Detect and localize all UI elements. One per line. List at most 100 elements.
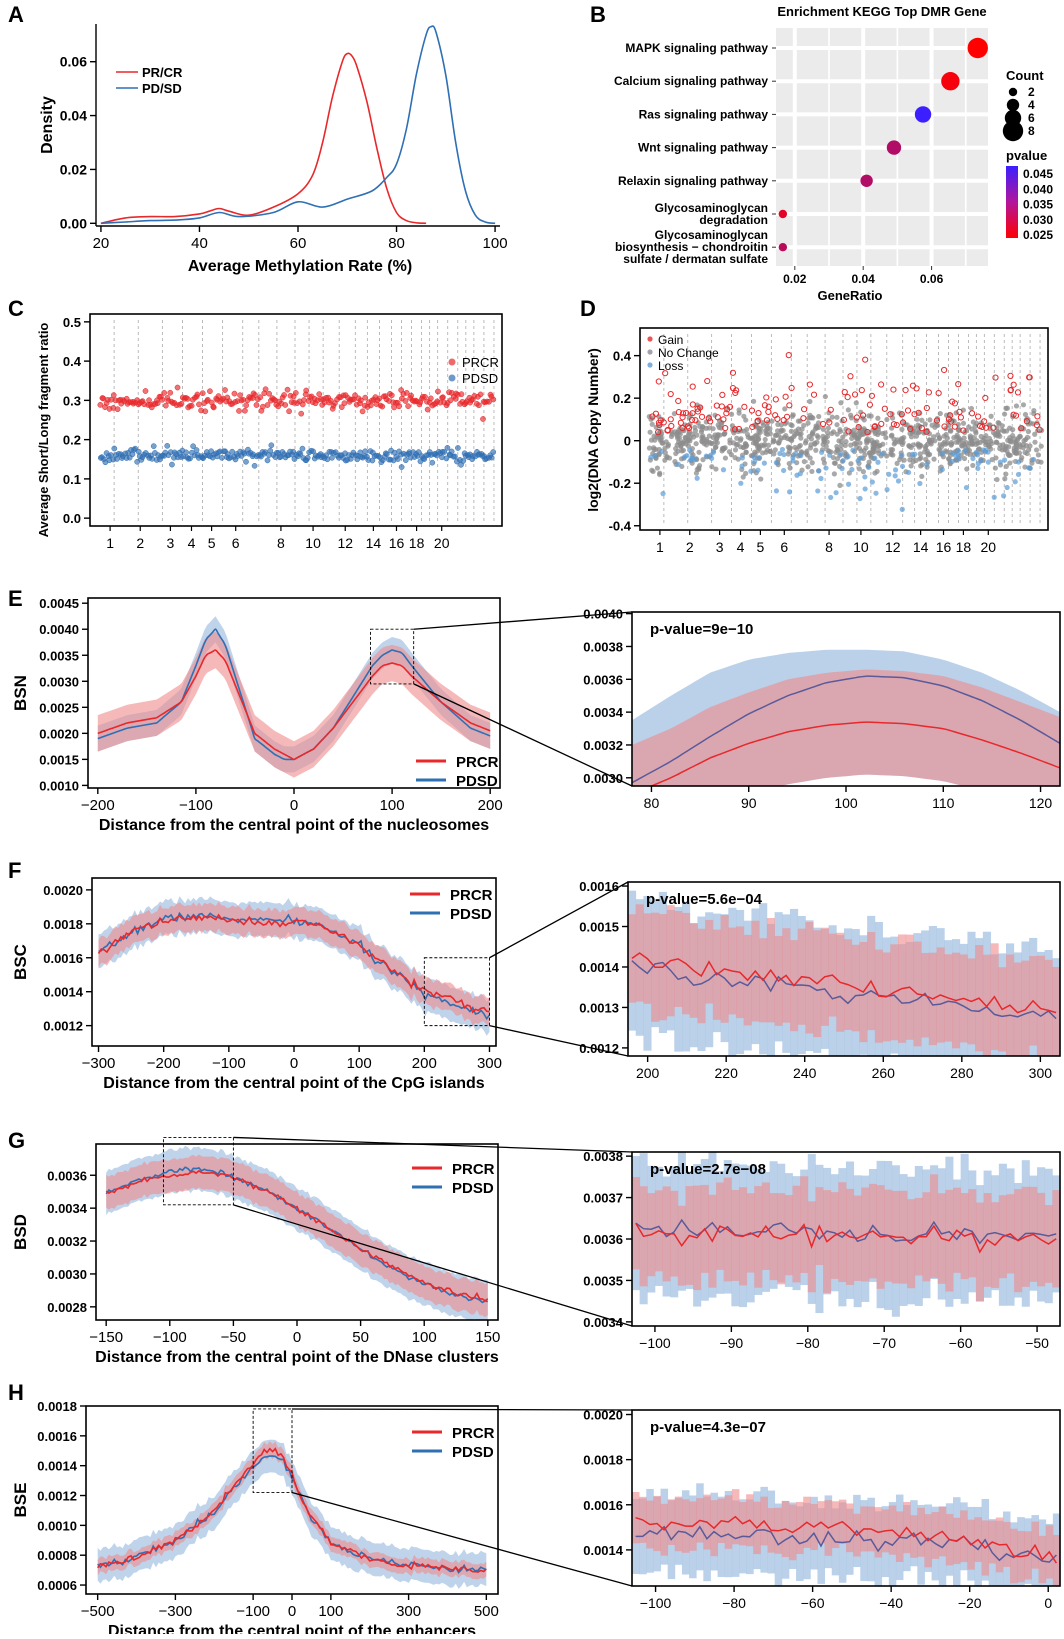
data-point-No Change: [696, 449, 702, 455]
data-point-PRCR: [237, 392, 243, 399]
data-point-No Change: [751, 398, 757, 404]
x-tick-label-C: 14: [366, 535, 382, 551]
y-tick-label-D: 0.4: [613, 349, 632, 364]
data-point-Gain: [982, 424, 990, 431]
y-tick-label-D: 0.2: [613, 391, 631, 406]
data-point-PDSD: [402, 457, 409, 463]
data-point-No Change: [658, 437, 664, 443]
data-point-Gain: [806, 381, 813, 388]
data-point-No Change: [713, 466, 719, 472]
enrichment-point: [778, 209, 788, 219]
data-point-No Change: [975, 440, 981, 446]
data-point-No Change: [685, 437, 691, 444]
zoom-box-H: [252, 1408, 293, 1493]
data-point-PRCR: [236, 408, 242, 414]
data-point-PRCR: [159, 396, 166, 403]
data-point-PRCR: [242, 407, 248, 414]
data-point-PDSD: [448, 448, 455, 455]
data-point-No Change: [775, 432, 782, 438]
x-tick-label-H: 500: [474, 1603, 499, 1620]
data-point-Loss: [899, 463, 906, 469]
data-point-Loss: [777, 450, 783, 457]
color-legend-bar: [1006, 166, 1018, 238]
data-point-No Change: [728, 452, 734, 458]
data-point-Loss: [955, 448, 961, 454]
data-point-No Change: [824, 433, 831, 440]
data-point-No Change: [908, 424, 914, 430]
data-point-No Change: [797, 442, 803, 449]
data-point-No Change: [1038, 443, 1044, 449]
mean-line-PRCR: [105, 1169, 489, 1302]
data-point-No Change: [710, 426, 716, 432]
x-tick-label-C: 12: [337, 535, 353, 551]
data-point-No Change: [978, 433, 984, 440]
data-point-Loss: [773, 488, 780, 494]
data-point-Loss: [828, 494, 834, 501]
y-tick-label-G: 0.0036: [47, 1168, 87, 1183]
x-tick-label-C: 8: [277, 535, 285, 551]
pathway-label: biosynthesis − chondroitin: [615, 240, 768, 254]
data-point-Loss: [773, 460, 779, 466]
data-point-PRCR: [231, 390, 238, 397]
legend-label-PR/CR: PR/CR: [142, 65, 183, 80]
y-tick-label-F_zoom: 0.0012: [579, 1041, 619, 1056]
data-point-No Change: [988, 413, 994, 419]
data-point-PDSD: [183, 449, 189, 456]
data-point-No Change: [993, 439, 999, 445]
data-point-No Change: [948, 439, 955, 446]
data-point-Loss: [924, 461, 930, 467]
data-point-Loss: [884, 487, 890, 493]
data-point-No Change: [843, 439, 849, 445]
data-point-Gain: [871, 423, 878, 431]
legend-label-PDSD: PDSD: [450, 906, 492, 923]
data-point-PDSD: [114, 456, 120, 462]
data-point-Gain: [679, 424, 686, 432]
x-tick-label-D: 16: [936, 539, 952, 555]
plot-area-F: [97, 896, 491, 1036]
panel-letter-a: A: [8, 2, 24, 27]
data-point-Gain: [731, 426, 739, 433]
data-point-Gain: [689, 401, 696, 408]
y-tick-label-G: 0.0030: [47, 1267, 87, 1282]
data-point-Loss: [991, 494, 997, 500]
data-point-No Change: [838, 446, 844, 453]
data-point-Loss: [687, 447, 693, 453]
data-point-No Change: [848, 461, 854, 467]
data-point-PDSD: [460, 458, 467, 464]
data-point-Gain: [909, 382, 917, 389]
data-point-Loss: [703, 453, 709, 459]
data-point-PDSD: [488, 454, 495, 461]
size-legend-label: 2: [1028, 85, 1035, 99]
data-point-Gain: [844, 394, 851, 401]
data-point-Gain: [868, 392, 876, 399]
y-tick-label-E: 0.0045: [39, 596, 79, 611]
panel-letter-c: C: [8, 296, 24, 321]
data-point-PRCR: [447, 397, 454, 404]
data-point-PRCR: [408, 392, 414, 399]
data-point-Loss: [872, 455, 878, 461]
color-legend-label: 0.025: [1023, 228, 1053, 242]
y-tick-label-H_zoom: 0.0018: [583, 1453, 623, 1468]
data-point-Gain: [713, 402, 720, 409]
data-point-No Change: [856, 445, 863, 451]
data-point-Gain: [688, 416, 696, 424]
data-point-No Change: [657, 471, 663, 478]
data-point-No Change: [875, 415, 881, 421]
data-point-No Change: [961, 455, 968, 462]
mean-line-PRCR: [635, 1515, 1058, 1564]
data-point-No Change: [767, 431, 773, 437]
data-point-Gain: [1010, 411, 1017, 418]
data-point-Gain: [679, 410, 687, 417]
data-point-PRCR: [204, 396, 211, 403]
x-tick-label-B: 0.06: [920, 272, 944, 286]
data-point-No Change: [713, 444, 719, 450]
plot-frame-D: [639, 327, 1049, 531]
x-tick-label-A: 80: [388, 235, 405, 252]
data-point-PRCR: [476, 402, 482, 409]
data-point-PRCR: [427, 395, 434, 402]
data-point-No Change: [763, 430, 769, 436]
data-point-No Change: [829, 430, 835, 437]
y-tick-label-F_zoom: 0.0015: [579, 920, 619, 935]
data-point-Gain: [956, 408, 963, 415]
data-point-No Change: [1013, 403, 1020, 409]
